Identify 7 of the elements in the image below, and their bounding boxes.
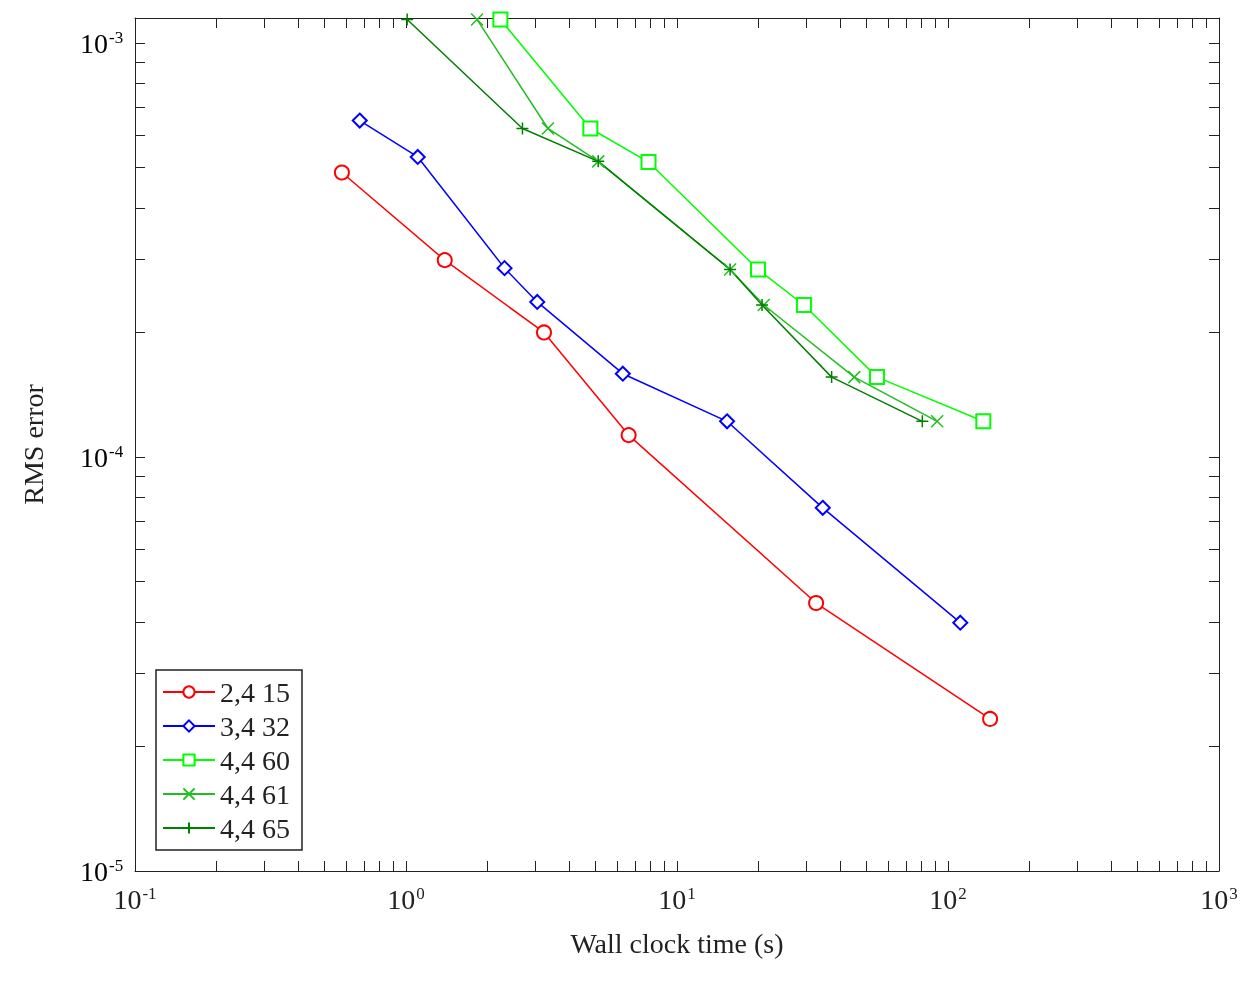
y-axis-title: RMS error <box>17 383 49 505</box>
x-axis-title: Wall clock time (s) <box>570 927 784 959</box>
legend-label: 4,4 65 <box>220 812 290 844</box>
legend-label: 2,4 15 <box>220 676 290 708</box>
legend-label: 3,4 32 <box>220 710 290 742</box>
legend-label: 4,4 61 <box>220 778 290 810</box>
legend-label: 4,4 60 <box>220 744 290 776</box>
